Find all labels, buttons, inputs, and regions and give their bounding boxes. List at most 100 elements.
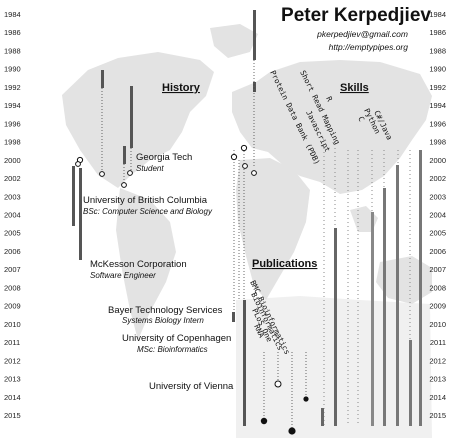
publication-marker xyxy=(288,427,296,435)
year-label: 1996 xyxy=(4,119,21,128)
year-label: 2006 xyxy=(429,247,446,256)
year-label: 2009 xyxy=(429,302,446,311)
location-marker xyxy=(99,171,105,177)
skill-bar xyxy=(409,340,412,426)
year-label: 2007 xyxy=(429,265,446,274)
year-label: 2012 xyxy=(4,356,21,365)
year-label: 1988 xyxy=(429,46,446,55)
history-bar xyxy=(253,82,256,92)
skill-bar xyxy=(419,150,422,426)
location-marker xyxy=(242,163,248,169)
history-heading: History xyxy=(162,82,201,94)
publication-marker xyxy=(303,396,309,402)
year-label: 2003 xyxy=(4,192,21,201)
location-marker xyxy=(251,170,257,176)
year-label: 1986 xyxy=(429,28,446,37)
year-label: 2007 xyxy=(4,265,21,274)
year-label: 2013 xyxy=(4,375,21,384)
year-label: 2015 xyxy=(4,411,21,420)
year-label: 2005 xyxy=(4,229,21,238)
year-label: 2010 xyxy=(429,320,446,329)
name-title: Peter Kerpedjiev xyxy=(281,5,431,26)
history-bar xyxy=(232,312,235,322)
history-bar xyxy=(123,146,126,164)
skill-bar xyxy=(321,408,324,426)
year-label: 1984 xyxy=(4,10,21,19)
year-label: 1990 xyxy=(429,65,446,74)
year-label: 2002 xyxy=(429,174,446,183)
year-label: 2004 xyxy=(429,211,446,220)
year-label: 1988 xyxy=(4,46,21,55)
year-label: 1986 xyxy=(4,28,21,37)
year-label: 1990 xyxy=(4,65,21,74)
year-label: 2006 xyxy=(4,247,21,256)
skill-label: R xyxy=(324,95,334,103)
history-bar xyxy=(253,10,256,60)
year-axis-left: 1984 1986 1988 1990 1992 1994 1996 1998 2000 2002… xyxy=(4,10,21,420)
publication-marker xyxy=(260,417,268,425)
year-label: 1984 xyxy=(429,10,446,19)
year-label: 2000 xyxy=(429,156,446,165)
website-link[interactable]: http://emptypipes.org xyxy=(329,42,409,52)
email-text: pkerpedjiev@gmail.com xyxy=(316,29,408,39)
year-label: 2009 xyxy=(4,302,21,311)
skills-heading: Skills xyxy=(340,82,369,94)
skill-bar xyxy=(371,212,374,426)
history-bar xyxy=(79,168,82,260)
year-label: 2008 xyxy=(4,283,21,292)
year-label: 1996 xyxy=(429,119,446,128)
history-institution: Georgia Tech xyxy=(136,152,192,163)
history-labels: Georgia Tech Student University of Briti… xyxy=(83,152,234,392)
world-map-background xyxy=(62,24,432,438)
skill-bar xyxy=(334,228,337,426)
history-bar xyxy=(130,86,133,148)
history-role: BSc: Computer Science and Biology xyxy=(83,207,213,216)
publications-heading: Publications xyxy=(252,258,317,270)
year-label: 2002 xyxy=(4,174,21,183)
history-role: Software Engineer xyxy=(90,271,156,280)
history-bar xyxy=(72,166,75,226)
year-label: 2011 xyxy=(4,338,20,347)
skill-bar xyxy=(383,188,386,426)
location-marker xyxy=(230,153,238,161)
year-label: 2004 xyxy=(4,211,21,220)
history-bars xyxy=(72,10,256,426)
year-label: 2015 xyxy=(429,411,446,420)
history-institution: University of Copenhagen xyxy=(122,333,231,344)
history-bar xyxy=(101,70,104,88)
year-label: 1998 xyxy=(429,138,446,147)
year-label: 1994 xyxy=(4,101,21,110)
publication-marker xyxy=(274,380,282,388)
history-institution: University of Vienna xyxy=(149,381,234,392)
location-marker xyxy=(75,161,81,167)
history-bar xyxy=(243,344,246,426)
year-label: 2011 xyxy=(430,338,446,347)
year-label: 1994 xyxy=(429,101,446,110)
year-axis-right: 1984 1986 1988 1990 1992 1994 1996 1998 2000 2002… xyxy=(429,10,446,420)
history-role: Systems Biology Intern xyxy=(122,316,204,325)
location-marker xyxy=(240,144,248,152)
year-label: 1992 xyxy=(429,83,446,92)
year-label: 1992 xyxy=(4,83,21,92)
history-bar xyxy=(243,300,246,344)
year-label: 2013 xyxy=(429,375,446,384)
year-label: 2014 xyxy=(429,393,446,402)
skill-label: C xyxy=(356,115,366,123)
history-institution: Bayer Technology Services xyxy=(108,305,223,316)
year-label: 1998 xyxy=(4,138,21,147)
year-label: 2012 xyxy=(429,356,446,365)
location-markers xyxy=(75,144,257,188)
year-label: 2010 xyxy=(4,320,21,329)
location-marker xyxy=(121,182,127,188)
skill-bar xyxy=(396,165,399,426)
year-label: 2008 xyxy=(429,283,446,292)
history-institution: McKesson Corporation xyxy=(90,259,187,270)
history-institution: University of British Columbia xyxy=(83,195,208,206)
history-role: MSc: Bioinformatics xyxy=(137,345,208,354)
history-role: Student xyxy=(136,164,164,173)
location-marker xyxy=(127,170,133,176)
year-label: 2003 xyxy=(429,192,446,201)
year-label: 2000 xyxy=(4,156,21,165)
year-label: 2014 xyxy=(4,393,21,402)
